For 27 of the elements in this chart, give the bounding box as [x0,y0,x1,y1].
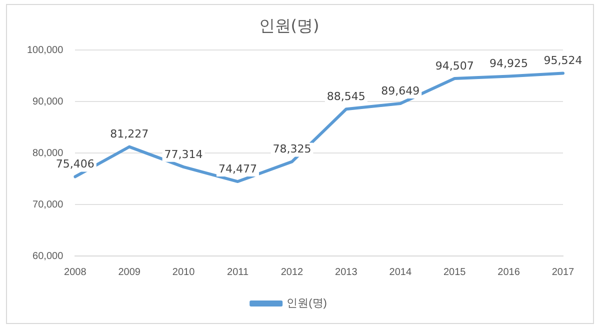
data-label: 77,314 [164,148,203,161]
data-label: 78,325 [272,142,312,156]
legend-label: 인원(명) [286,298,327,310]
data-label: 81,227 [110,128,149,141]
x-tick-label: 2011 [227,266,249,278]
y-tick-label: 60,000 [32,250,64,262]
data-label: 95,524 [544,54,582,68]
x-tick-label: 2017 [552,266,575,278]
y-tick-label: 100,000 [26,44,64,56]
x-tick-label: 2010 [172,266,196,278]
y-tick-label: 90,000 [32,96,64,108]
data-label: 89,649 [381,84,420,98]
x-tick-label: 2016 [498,266,520,278]
data-label: 94,507 [435,59,474,72]
x-tick-label: 2008 [64,266,87,278]
x-tick-label: 2015 [443,266,466,278]
data-label: 75,406 [56,158,94,171]
x-tick-label: 2009 [118,266,141,278]
data-label: 94,925 [490,57,528,70]
y-tick-label: 80,000 [32,148,64,159]
x-tick-label: 2014 [389,266,412,278]
x-tick-label: 2012 [280,266,304,278]
chart-title: 인원(명) [258,16,320,35]
x-tick-label: 2013 [335,266,358,278]
data-label: 74,477 [218,162,258,176]
data-label: 88,545 [326,90,366,103]
y-tick-label: 70,000 [32,199,64,210]
